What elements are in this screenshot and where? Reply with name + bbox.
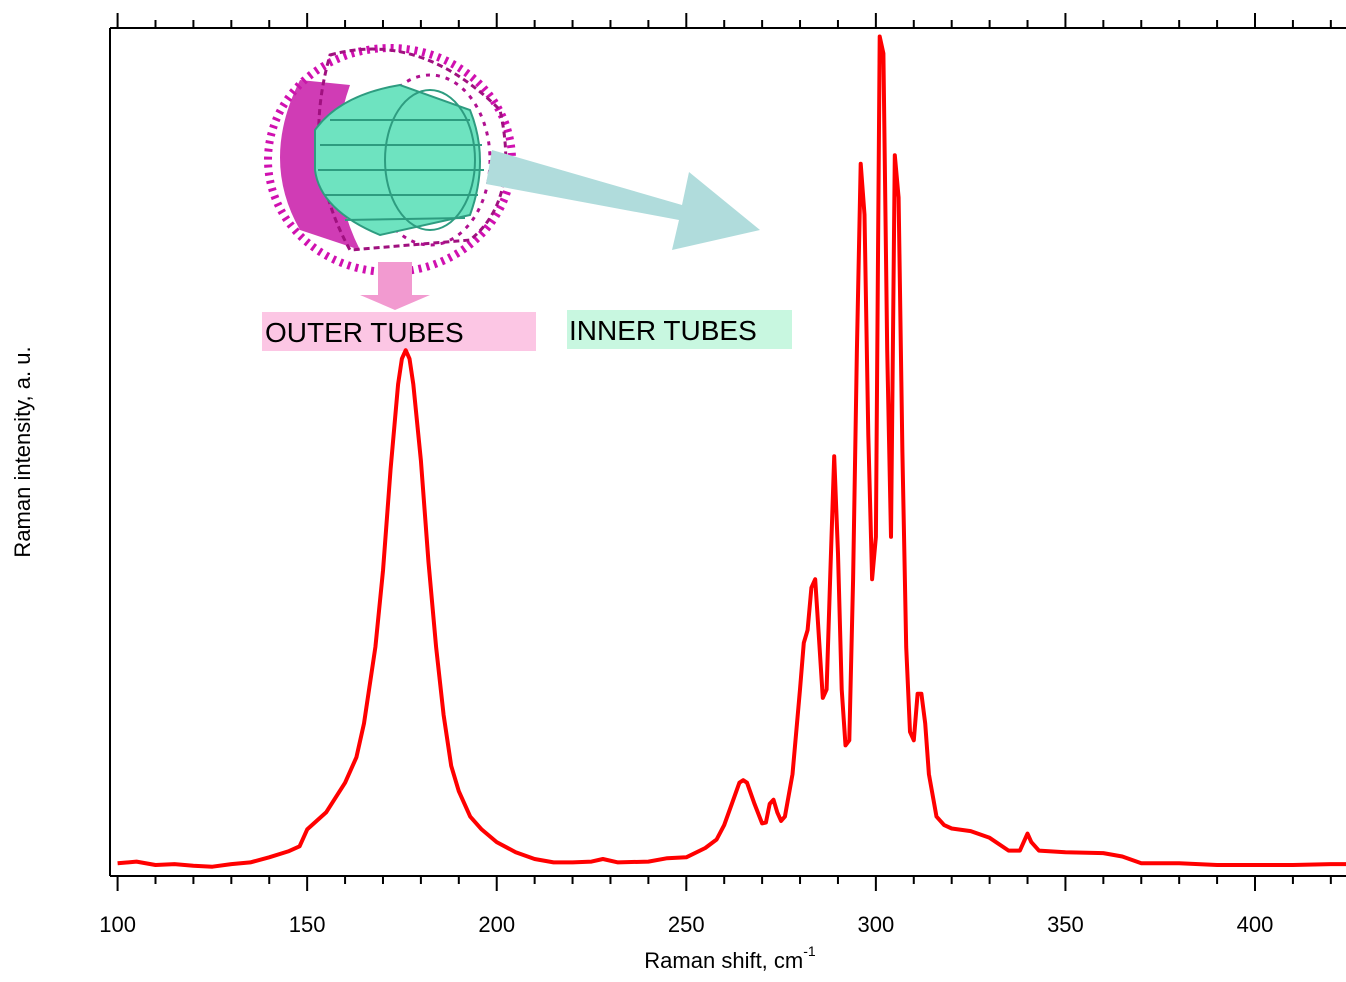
inner-arrow bbox=[486, 150, 760, 250]
annotation: INNER TUBES bbox=[569, 315, 757, 346]
x-tick-label: 150 bbox=[289, 912, 326, 937]
x-tick-label: 350 bbox=[1047, 912, 1084, 937]
x-axis-label-text: Raman shift, cm bbox=[644, 948, 803, 973]
x-axis-label-sup: -1 bbox=[803, 943, 816, 959]
x-tick-label: 250 bbox=[668, 912, 705, 937]
x-tick-label: 300 bbox=[858, 912, 895, 937]
x-tick-label: 100 bbox=[99, 912, 136, 937]
x-tick-label: 400 bbox=[1237, 912, 1274, 937]
nanotube-illustration bbox=[264, 44, 516, 276]
y-axis-label: Raman intensity, a. u. bbox=[10, 346, 35, 557]
x-tick-label: 200 bbox=[478, 912, 515, 937]
x-axis-label: Raman shift, cm-1 bbox=[644, 943, 816, 973]
outer-label-bg bbox=[262, 312, 536, 351]
inner-label-bg bbox=[567, 310, 792, 349]
spectrum-line bbox=[117, 34, 1346, 869]
outer-arrow bbox=[360, 262, 430, 310]
annotation: OUTER TUBES bbox=[265, 317, 464, 348]
